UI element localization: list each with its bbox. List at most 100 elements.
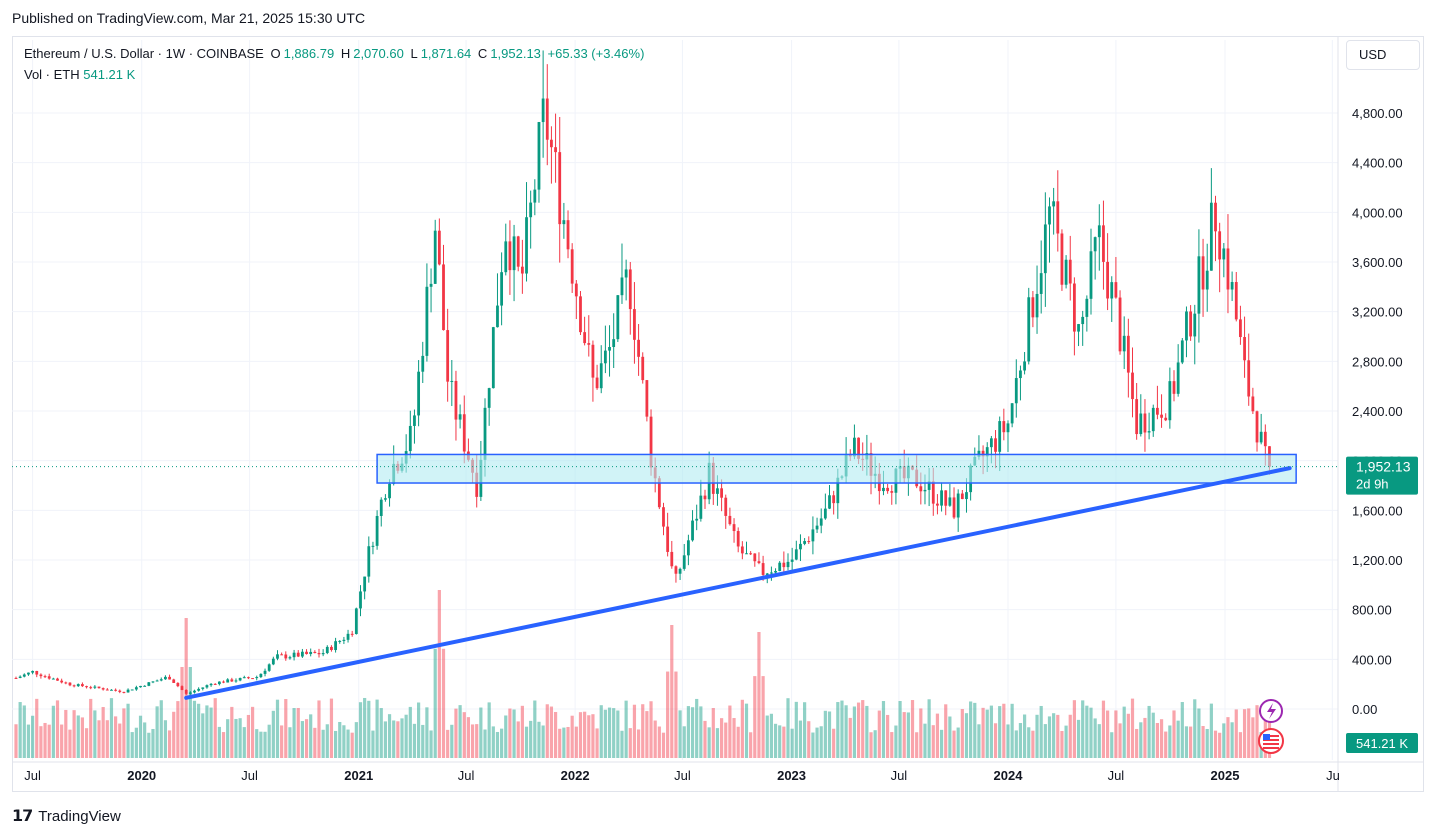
volume-bar	[703, 720, 707, 758]
candle-body	[724, 497, 728, 516]
volume-bar	[122, 708, 126, 758]
flag-stripe	[1263, 739, 1279, 741]
volume-bar	[462, 712, 466, 758]
trendline	[184, 466, 1292, 700]
candle-body	[944, 490, 948, 506]
candle-body	[608, 346, 611, 351]
volume-bar	[910, 700, 915, 758]
volume-bar	[773, 723, 778, 758]
candle-body	[421, 355, 425, 372]
volume-bar	[255, 729, 259, 758]
volume-bar	[969, 701, 973, 758]
currency-button[interactable]: USD	[1346, 40, 1420, 70]
volume-bar	[1172, 710, 1176, 758]
volume-bar	[375, 699, 379, 758]
candle-body	[931, 481, 935, 504]
volume-bar	[852, 706, 857, 758]
volume-bar	[512, 709, 516, 758]
volume-bar	[296, 707, 300, 758]
candle-body	[134, 687, 138, 690]
candle-body	[1068, 259, 1072, 284]
candle-body	[649, 416, 653, 468]
candle-body	[496, 305, 499, 328]
volume-bar	[661, 732, 666, 758]
volume-bar	[1234, 709, 1238, 758]
candle-body	[832, 495, 836, 504]
volume-bar	[715, 728, 720, 758]
candle-body	[716, 488, 719, 494]
flag-canton	[1263, 734, 1270, 740]
volume-bar	[906, 712, 910, 758]
volume-bar	[43, 722, 47, 758]
volume-bar	[1022, 714, 1027, 758]
candle-body	[1230, 282, 1234, 290]
volume-bar	[192, 700, 197, 758]
candle-body	[280, 654, 284, 656]
volume-bar	[425, 707, 429, 758]
candle-body	[1164, 417, 1168, 421]
volume-bar	[529, 720, 533, 758]
volume-bar	[541, 725, 545, 758]
x-tick-label: Jul	[24, 768, 41, 783]
candle-body	[164, 676, 167, 680]
candle-body	[118, 690, 122, 692]
candle-body	[425, 286, 429, 356]
volume-bar	[72, 710, 76, 758]
volume-bar	[520, 705, 524, 758]
volume-bar	[1147, 705, 1151, 758]
x-tick-label: 2023	[777, 768, 806, 783]
volume-bar	[657, 726, 661, 758]
candle-body	[39, 674, 43, 677]
volume-bar	[31, 715, 35, 758]
volume-bar	[666, 671, 670, 758]
volume-bar	[927, 699, 931, 758]
volume-bar	[533, 700, 537, 758]
volume-bar	[570, 715, 574, 758]
volume-bar	[890, 732, 894, 758]
candle-body	[446, 330, 450, 382]
candle-body	[1089, 251, 1093, 299]
candle-body	[367, 546, 371, 577]
volume-bar	[1168, 725, 1172, 758]
candle-body	[76, 684, 80, 687]
candle-body	[1205, 270, 1209, 290]
x-tick-label: Ju	[1326, 768, 1340, 783]
candle-body	[736, 531, 740, 547]
volume-bar	[1126, 713, 1130, 758]
volume-bar	[848, 717, 852, 758]
volume-bar	[1155, 722, 1160, 758]
candle-body	[981, 450, 985, 457]
candle-body	[1122, 335, 1126, 352]
volume-bar	[47, 724, 51, 758]
volume-bar	[624, 700, 628, 758]
volume-bar	[35, 698, 39, 758]
candle-body	[388, 483, 391, 499]
candle-body	[1222, 248, 1226, 260]
candle-body	[952, 497, 956, 518]
volume-bar	[508, 708, 512, 758]
volume-bar	[1089, 707, 1093, 758]
candle-body	[554, 147, 557, 153]
volume-bar	[578, 712, 583, 758]
candle-body	[936, 503, 939, 506]
volume-bar	[197, 703, 201, 758]
candle-body	[93, 686, 97, 688]
candle-body	[334, 641, 337, 651]
volume-bar	[1159, 719, 1164, 758]
footer-brand[interactable]: 𝟭𝟳 TradingView	[12, 806, 121, 826]
candle-body	[325, 646, 329, 654]
volume-bar	[1197, 708, 1201, 758]
volume-bar	[454, 708, 458, 758]
candle-body	[51, 678, 55, 680]
candle-body	[122, 691, 126, 693]
candle-body	[47, 676, 51, 679]
candle-body	[408, 425, 412, 452]
volume-bar	[1209, 703, 1213, 758]
change-value: +65.33 (+3.46%)	[547, 46, 645, 61]
price-badge	[1346, 456, 1418, 495]
candle-body	[537, 122, 541, 190]
candle-body	[1135, 399, 1139, 435]
volume-bar	[304, 719, 309, 758]
volume-bar	[744, 703, 749, 758]
